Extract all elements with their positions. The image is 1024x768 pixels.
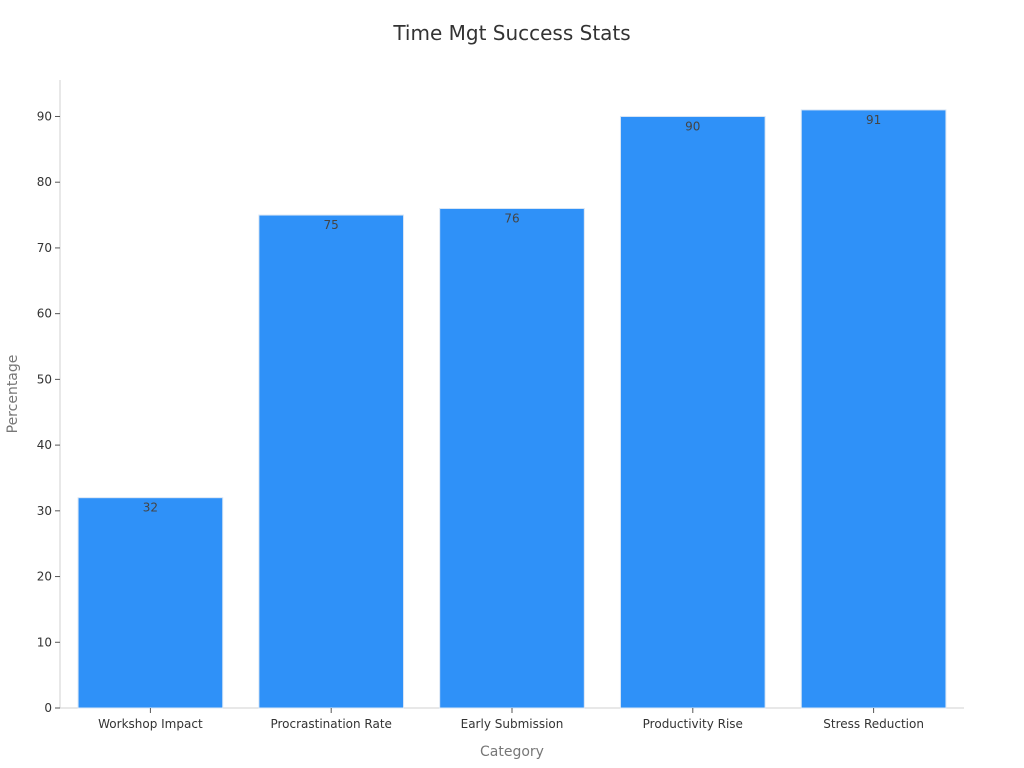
y-tick-label: 40 [37, 438, 52, 452]
y-tick-label: 80 [37, 175, 52, 189]
y-tick-label: 30 [37, 504, 52, 518]
bar-value-label: 76 [504, 211, 519, 225]
x-tick-label: Workshop Impact [98, 717, 203, 731]
y-tick-label: 10 [37, 635, 52, 649]
y-tick-label: 90 [37, 109, 52, 123]
y-tick-label: 0 [44, 701, 52, 715]
x-tick-label: Stress Reduction [823, 717, 924, 731]
x-axis-label: Category [480, 744, 544, 760]
y-tick-label: 20 [37, 570, 52, 584]
x-axis-ticks: Workshop Impact Procrastination Rate Early… [98, 708, 924, 731]
bar [800, 109, 947, 709]
bar-value-label: 32 [143, 501, 158, 515]
y-axis-label: Percentage [5, 355, 21, 434]
chart-title: Time Mgt Success Stats [392, 21, 630, 45]
y-axis-ticks: 0 10 20 30 40 50 60 70 80 90 [37, 109, 60, 715]
bar [77, 497, 224, 709]
bar [258, 214, 405, 709]
x-tick-label: Productivity Rise [643, 717, 743, 731]
y-tick-label: 70 [37, 241, 52, 255]
bar [619, 115, 766, 709]
x-tick-label: Early Submission [461, 717, 564, 731]
y-tick-label: 50 [37, 372, 52, 386]
bar-value-label: 75 [324, 218, 339, 232]
y-tick-label: 60 [37, 307, 52, 321]
bar-value-label: 91 [866, 113, 881, 127]
bar-value-label: 90 [685, 119, 700, 133]
bar-series: 32 75 76 90 91 [77, 109, 947, 709]
bar [439, 207, 585, 709]
x-tick-label: Procrastination Rate [270, 717, 392, 731]
